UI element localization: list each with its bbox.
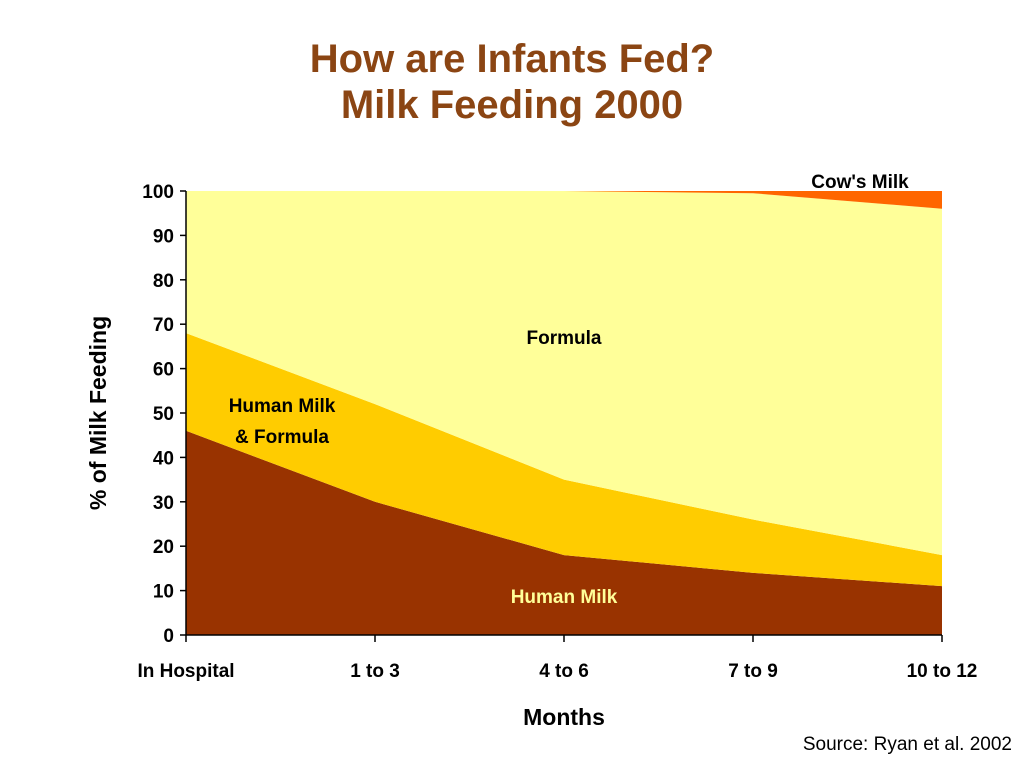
- area-human-milk: [186, 430, 942, 635]
- x-tick-label: 10 to 12: [907, 661, 978, 682]
- y-tick-label: 20: [153, 537, 174, 558]
- y-tick-label: 10: [153, 582, 174, 603]
- x-tick-label: In Hospital: [137, 661, 234, 682]
- y-tick-label: 60: [153, 360, 174, 381]
- area-cows-milk: [186, 191, 942, 209]
- label-cows-milk: Cow's Milk: [811, 172, 909, 193]
- y-tick-label: 0: [163, 626, 174, 647]
- label-human-milk: Human Milk: [511, 587, 618, 608]
- label-formula: Formula: [527, 328, 602, 349]
- x-tick-label: 7 to 9: [728, 661, 778, 682]
- label-human-milk-formula-line-2: & Formula: [235, 427, 329, 448]
- chart-title: How are Infants Fed? Milk Feeding 2000: [0, 36, 1024, 128]
- area-layers: [186, 191, 942, 635]
- y-tick-label: 30: [153, 493, 174, 514]
- label-human-milk-formula-line-1: Human Milk: [229, 396, 336, 417]
- x-axis-label: Months: [523, 704, 605, 730]
- y-axis-label: % of Milk Feeding: [85, 316, 111, 510]
- area-formula: [186, 191, 942, 556]
- y-tick-label: 70: [153, 315, 174, 336]
- area-human-milk-formula: [186, 333, 942, 587]
- series-labels: Formula Human Milk & Formula Human Milk Cow'…: [229, 172, 909, 608]
- chart-title-line-1: How are Infants Fed?: [309, 37, 715, 81]
- y-tick-label: 100: [142, 182, 174, 203]
- chart-title-line-2: Milk Feeding 2000: [340, 83, 684, 127]
- axes: 0 10 20 30 40 50 60 70 80 90 100 In Hospital 1 to 3 4…: [85, 182, 977, 730]
- y-tick-label: 90: [153, 226, 174, 247]
- source-note: Source: Ryan et al. 2002: [802, 734, 1012, 755]
- y-tick-label: 80: [153, 271, 174, 292]
- x-tick-label: 4 to 6: [539, 661, 589, 682]
- x-tick-label: 1 to 3: [350, 661, 400, 682]
- y-tick-label: 50: [153, 404, 174, 425]
- y-tick-label: 40: [153, 448, 174, 469]
